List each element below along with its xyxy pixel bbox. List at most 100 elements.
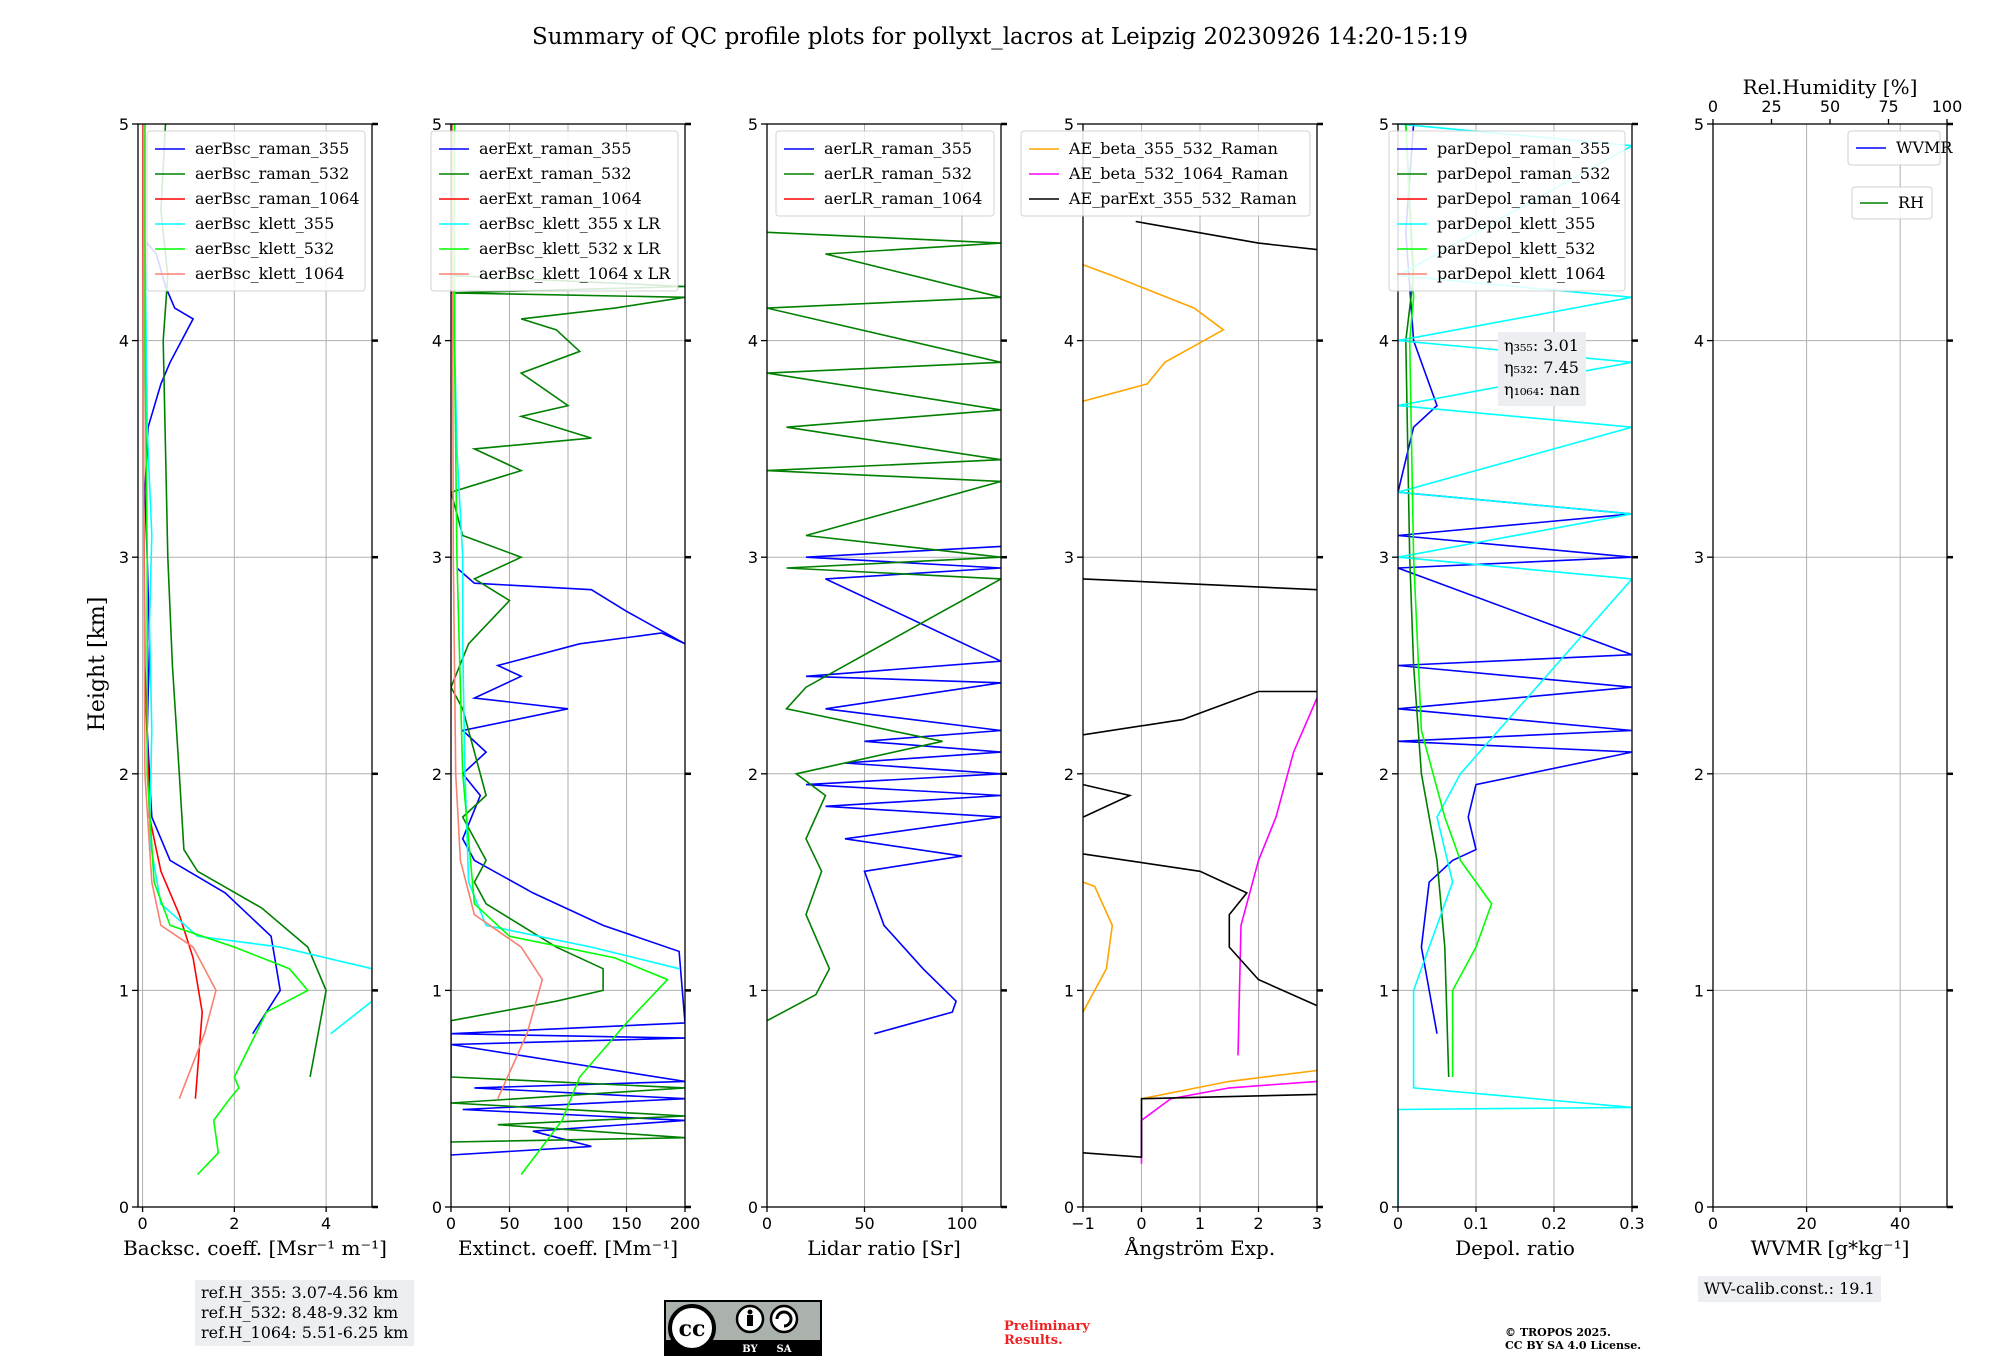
x-tick-label: 0	[1708, 1214, 1718, 1233]
y-tick-label: 2	[432, 765, 442, 784]
y-tick-label: 0	[1694, 1198, 1704, 1217]
y-tick-label: 3	[119, 548, 129, 567]
y-tick-label: 1	[1379, 981, 1389, 1000]
y-tick-label: 3	[1379, 548, 1389, 567]
y-tick-label: 3	[748, 548, 758, 567]
top-x-tick-label: 25	[1761, 97, 1781, 116]
y-tick-label: 0	[1379, 1198, 1389, 1217]
series-AE_parExt_355_532_Raman-segment-2	[1083, 783, 1133, 818]
copyright-line-1: © TROPOS 2025.	[1505, 1326, 1611, 1339]
legend: aerLR_raman_355 aerLR_raman_532 aerLR_rama…	[775, 130, 995, 217]
panel-bsc: 0 2 4 0 1 2 3 4 5 Backsc. coeff. [Msr⁻¹ m⁻¹] aerBs…	[119, 115, 387, 1260]
legend-entry: AE_parExt_355_532_Raman	[1068, 189, 1297, 208]
y-tick-label: 4	[1694, 332, 1704, 351]
top-x-tick-label: 50	[1820, 97, 1840, 116]
legend-entry: aerBsc_klett_355	[195, 214, 334, 233]
top-x-tick-label: 0	[1708, 97, 1718, 116]
legend-entry: aerLR_raman_355	[824, 139, 972, 158]
legend-entry: parDepol_klett_532	[1437, 239, 1595, 258]
series-AE_beta_355_532_Raman-segment-2	[1083, 264, 1225, 402]
y-tick-label: 4	[432, 332, 442, 351]
copyright-line-2: CC BY SA 4.0 License.	[1505, 1339, 1642, 1352]
y-tick-label: 0	[432, 1198, 442, 1217]
y-tick-label: 4	[1064, 332, 1074, 351]
legend-entry: parDepol_raman_1064	[1437, 189, 1621, 208]
x-tick-label: 0	[762, 1214, 772, 1233]
y-tick-label: 3	[1064, 548, 1074, 567]
x-tick-label: 100	[553, 1214, 584, 1233]
eta-value: η₃₅₅: 3.01	[1504, 336, 1579, 355]
preliminary-line-2: Results.	[1004, 1333, 1063, 1348]
panel-depol: 0 0.1 0.2 0.3 0 1 2 3 4 5 Depol. ratio parDepol_ram…	[1379, 115, 1645, 1260]
y-tick-label: 5	[748, 115, 758, 134]
y-axis-label: Height [km]	[85, 597, 110, 732]
panel-lr: 0 50 100 0 1 2 3 4 5 Lidar ratio [Sr] aerLR_raman_…	[748, 115, 1007, 1260]
y-tick-label: 2	[119, 765, 129, 784]
series-AE_parExt_355_532_Raman-segment-3	[1083, 690, 1317, 736]
legend-entry: aerBsc_klett_1064 x LR	[479, 264, 671, 283]
legend-entry: aerBsc_klett_532 x LR	[479, 239, 661, 258]
x-tick-label: 50	[854, 1214, 874, 1233]
eta-value: η₁₀₆₄: nan	[1504, 380, 1580, 399]
x-axis-label: WVMR [g*kg⁻¹]	[1751, 1236, 1910, 1260]
y-tick-label: 5	[119, 115, 129, 134]
y-tick-label: 5	[432, 115, 442, 134]
series-AE_parExt_355_532_Raman-segment-5	[1135, 220, 1317, 251]
legend-entry: WVMR	[1896, 138, 1953, 157]
x-tick-label: 3	[1312, 1214, 1322, 1233]
legend-entry: parDepol_klett_1064	[1437, 264, 1606, 283]
axes-frame	[766, 123, 1002, 1208]
top-axis-label: Rel.Humidity [%]	[1743, 75, 1918, 99]
x-tick-label: −1	[1071, 1214, 1095, 1233]
series-AE_beta_355_532_Raman	[1141, 1069, 1317, 1100]
x-tick-label: 0.1	[1463, 1214, 1488, 1233]
legend: aerExt_raman_355 aerExt_raman_532 aerExt_r…	[430, 130, 679, 292]
x-tick-label: 2	[229, 1214, 239, 1233]
legend: AE_beta_355_532_Raman AE_beta_532_1064_Ra…	[1020, 130, 1311, 217]
y-tick-label: 2	[1064, 765, 1074, 784]
series-aerLR_raman_355	[805, 545, 1001, 1035]
y-tick-label: 1	[748, 981, 758, 1000]
y-tick-label: 5	[1379, 115, 1389, 134]
legend-entry: RH	[1898, 193, 1924, 212]
axes-frame	[1397, 123, 1633, 1208]
eta-value: η₅₃₂: 7.45	[1504, 358, 1579, 377]
y-tick-label: 1	[432, 981, 442, 1000]
series-AE_parExt_355_532_Raman-segment-1	[1083, 1093, 1317, 1159]
top-x-tick-label: 75	[1878, 97, 1898, 116]
x-axis-label: Depol. ratio	[1455, 1236, 1575, 1260]
series-AE_parExt_355_532_Raman	[1083, 853, 1317, 1007]
series-aerExt_raman_532	[451, 124, 685, 1143]
ref-height-1064: ref.H_1064: 5.51-6.25 km	[201, 1323, 409, 1342]
legend-entry: aerBsc_raman_355	[195, 139, 349, 158]
series-aerBsc_klett_532 x LR	[453, 124, 669, 1175]
wv-calib-text: WV-calib.const.: 19.1	[1704, 1279, 1875, 1298]
cc-by-sa-icon: cc BY SA	[664, 1300, 822, 1356]
y-tick-label: 2	[1694, 765, 1704, 784]
x-tick-label: 50	[499, 1214, 519, 1233]
legend-entry: aerLR_raman_1064	[824, 189, 982, 208]
x-axis-label: Extinct. coeff. [Mm⁻¹]	[458, 1236, 678, 1260]
ref-height-355: ref.H_355: 3.07-4.56 km	[201, 1283, 399, 1302]
x-tick-label: 0	[137, 1214, 147, 1233]
svg-text:cc: cc	[679, 1316, 706, 1342]
y-tick-label: 5	[1694, 115, 1704, 134]
panel-ext: 0 50 100 150 200 0 1 2 3 4 5 Extinct. coeff. [Mm⁻¹]…	[430, 115, 700, 1260]
y-tick-label: 1	[119, 981, 129, 1000]
legend-entry: parDepol_raman_355	[1437, 139, 1610, 158]
x-tick-label: 2	[1253, 1214, 1263, 1233]
series-aerBsc_klett_1064	[142, 124, 217, 1099]
legend-entry: parDepol_raman_532	[1437, 164, 1610, 183]
x-tick-label: 1	[1195, 1214, 1205, 1233]
y-tick-label: 0	[1064, 1198, 1074, 1217]
x-tick-label: 40	[1890, 1214, 1910, 1233]
svg-text:SA: SA	[777, 1344, 792, 1355]
copyright-note: © TROPOS 2025. CC BY SA 4.0 License.	[1505, 1326, 1641, 1352]
y-tick-label: 1	[1694, 981, 1704, 1000]
wv-calib-box: WV-calib.const.: 19.1	[1698, 1276, 1881, 1302]
y-tick-label: 3	[1694, 548, 1704, 567]
y-tick-label: 1	[1064, 981, 1074, 1000]
x-tick-label: 0.3	[1619, 1214, 1644, 1233]
